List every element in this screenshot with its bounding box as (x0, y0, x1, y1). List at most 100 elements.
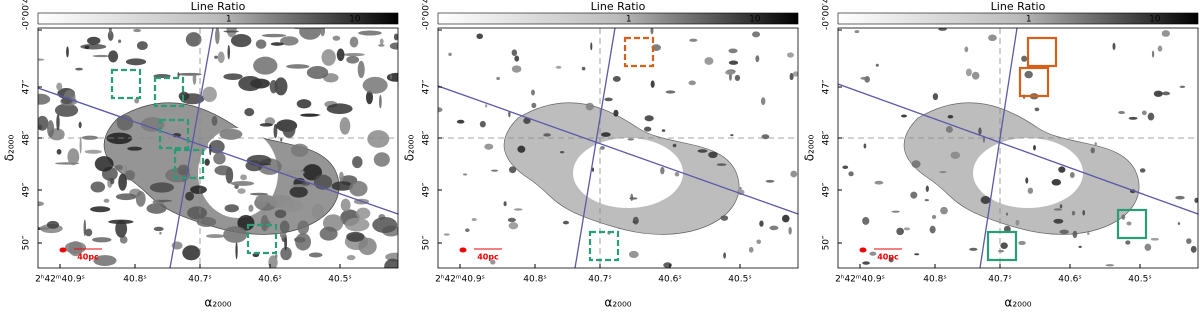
blob (591, 167, 595, 172)
x-tick-label: 40.6ˢ (1058, 275, 1081, 285)
blob (511, 65, 522, 73)
blob (124, 170, 136, 181)
blob (1090, 147, 1095, 154)
blob (559, 150, 565, 154)
blob (950, 151, 961, 159)
blob (108, 28, 112, 37)
blob (269, 79, 278, 94)
blob (91, 237, 112, 243)
blob (931, 215, 937, 219)
blob (282, 120, 296, 138)
blob (786, 52, 794, 58)
blob (237, 188, 246, 194)
blob (389, 73, 393, 80)
blob (628, 250, 639, 258)
blob (562, 220, 570, 225)
blob (1071, 210, 1076, 216)
blob (1150, 237, 1160, 241)
x-tick-label: 40.6ˢ (258, 275, 281, 285)
blob (299, 28, 321, 40)
y-tick-label: 49″ (422, 182, 432, 197)
region-box (173, 148, 205, 180)
blob (759, 220, 764, 227)
blob (119, 235, 128, 244)
blob (1053, 208, 1063, 211)
blob (1015, 219, 1020, 226)
blob (863, 143, 867, 149)
blob (1118, 110, 1125, 115)
blob (728, 48, 738, 54)
blob (253, 56, 278, 75)
blob (1018, 240, 1026, 246)
y-tick-label: -0°00′46″ (22, 0, 32, 30)
blob (1059, 204, 1063, 209)
blob (177, 72, 202, 76)
blob (211, 115, 218, 126)
blob (279, 220, 290, 234)
y-tick-label: -0°00′46″ (422, 0, 432, 30)
blob (38, 58, 45, 61)
blob (274, 77, 288, 96)
blob (1144, 243, 1152, 251)
blob (555, 65, 562, 69)
blob (1125, 240, 1131, 245)
blob (911, 160, 921, 169)
blob (443, 233, 450, 236)
blob (224, 204, 239, 213)
blob (67, 148, 80, 166)
blob (629, 197, 638, 200)
blob (1186, 238, 1192, 244)
blob (296, 99, 312, 109)
region-box (588, 230, 620, 262)
blob (289, 186, 308, 198)
blob (85, 228, 93, 237)
blob (971, 71, 980, 80)
blob (118, 173, 127, 191)
blob (1105, 264, 1115, 267)
blob (389, 42, 398, 50)
blob (270, 42, 284, 46)
blob (947, 115, 954, 119)
blob (716, 163, 727, 166)
blob (93, 255, 117, 267)
blob (513, 208, 523, 211)
y-tick-label: 47″ (22, 79, 32, 94)
y-tick-label: 49″ (822, 182, 832, 197)
region-box (1026, 36, 1058, 68)
blob (448, 52, 452, 57)
blob (476, 33, 483, 40)
blob (1147, 112, 1155, 121)
blob (788, 226, 792, 235)
blob (206, 234, 225, 239)
blob (997, 249, 1005, 253)
blob (116, 115, 134, 131)
blob (223, 226, 248, 243)
blob (1027, 187, 1034, 194)
region-box (1018, 66, 1050, 98)
slit (169, 28, 214, 268)
x-tick-label: 2ʰ42ᵐ40.9ˢ (35, 275, 85, 285)
blob (503, 201, 507, 207)
colorbar-tick-label: 1 (626, 15, 632, 25)
blob (66, 46, 69, 58)
blob (349, 180, 368, 197)
blob (346, 231, 365, 242)
blob (358, 30, 382, 36)
x-axis-label: α₂₀₀₀ (604, 296, 631, 310)
blob (874, 180, 884, 185)
region-box (153, 76, 185, 108)
blob (1121, 214, 1126, 220)
blob (896, 227, 904, 236)
blob (756, 239, 762, 245)
blob (697, 149, 708, 153)
blob (612, 76, 621, 82)
blob (255, 194, 274, 203)
region-box (1116, 208, 1148, 240)
y-tick-label: 49″ (22, 182, 32, 197)
blob (689, 38, 698, 42)
blob (988, 34, 997, 42)
blob (1179, 85, 1186, 89)
blob (108, 50, 119, 63)
map (838, 28, 1198, 268)
blob (688, 80, 696, 86)
